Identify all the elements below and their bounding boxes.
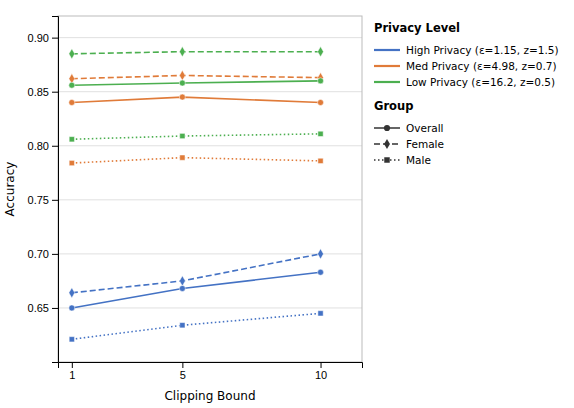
series-marker	[69, 305, 75, 311]
series-marker	[69, 100, 75, 106]
series-marker	[69, 82, 75, 88]
legend-marker	[384, 157, 389, 162]
tick: 0.85	[28, 86, 58, 98]
legend-marker	[384, 125, 390, 131]
legend-marker	[384, 139, 390, 149]
series-marker	[318, 131, 323, 136]
tick-label: 10	[315, 369, 327, 381]
tick-label: 0.65	[28, 302, 49, 314]
series-marker	[179, 94, 185, 100]
series-line	[72, 52, 321, 54]
tick-label: 5	[180, 369, 186, 381]
grid-line	[58, 91, 362, 92]
series-marker	[179, 47, 185, 57]
legend-swatch	[374, 49, 400, 51]
series-marker	[69, 288, 75, 298]
grid-line	[58, 199, 362, 200]
series-marker	[179, 80, 185, 86]
series-marker	[318, 100, 324, 106]
series-marker	[318, 47, 324, 57]
series-marker	[180, 133, 185, 138]
series-marker	[180, 155, 185, 160]
series-line	[72, 254, 321, 293]
x-axis-title: Clipping Bound	[164, 389, 255, 403]
tick: 10	[315, 362, 327, 381]
series-line	[72, 134, 321, 139]
series-marker	[69, 337, 74, 342]
grid-line	[58, 37, 362, 38]
chart: 15100.650.700.750.800.850.90Clipping Bou…	[0, 0, 574, 408]
legend-swatch	[374, 81, 400, 83]
tick-label: 0.70	[28, 248, 49, 260]
tick: 5	[180, 362, 186, 381]
legend-label: Low Privacy (ε=16.2, z=0.5)	[406, 76, 555, 88]
series-group	[69, 47, 324, 342]
grid-line	[58, 307, 362, 308]
tick: 0.70	[28, 248, 58, 260]
tick: 0.75	[28, 194, 58, 206]
series-line	[72, 272, 321, 308]
series-marker	[69, 49, 75, 59]
legend-label: Female	[406, 138, 444, 150]
plot-frame	[58, 16, 362, 362]
tick: 0.65	[28, 302, 58, 314]
legend-label: Overall	[406, 122, 444, 134]
legend-title: Privacy Level	[374, 21, 460, 35]
tick: 0.90	[28, 32, 58, 44]
series-marker	[318, 249, 324, 259]
tick: 0.80	[28, 140, 58, 152]
tick-mark	[52, 254, 58, 255]
legend-label: Male	[406, 154, 431, 166]
tick-label: 0.80	[28, 140, 49, 152]
plot: 15100.650.700.750.800.850.90	[28, 16, 363, 381]
tick-label: 0.75	[28, 194, 49, 206]
legend-label: Med Privacy (ε=4.98, z=0.7)	[406, 60, 557, 72]
tick-mark	[52, 308, 58, 309]
series-line	[72, 97, 321, 102]
axis-line	[52, 17, 59, 363]
series-marker	[69, 160, 74, 165]
x-axis: 1510	[59, 362, 363, 381]
tick-mark	[52, 146, 58, 147]
y-axis-title: Accuracy	[3, 162, 17, 217]
series-line	[72, 75, 321, 78]
tick-label: 0.90	[28, 32, 49, 44]
tick-mark	[52, 92, 58, 93]
y-axis: 0.65 0.70 0.75 0.80 0.85 0.90	[28, 17, 59, 363]
tick-mark	[52, 38, 58, 39]
series-marker	[318, 269, 324, 275]
grid	[58, 38, 362, 308]
series-line	[72, 313, 321, 339]
tick: 1	[69, 362, 75, 381]
legend-label: High Privacy (ε=1.15, z=1.5)	[406, 44, 559, 56]
series-line	[72, 81, 321, 85]
legend: Privacy Level High Privacy (ε=1.15, z=1.5…	[374, 21, 559, 166]
axis-line	[59, 363, 363, 369]
legend-title: Group	[374, 99, 413, 113]
tick-label: 0.85	[28, 86, 49, 98]
grid-line	[58, 145, 362, 146]
series-marker	[179, 70, 185, 80]
tick-mark	[72, 362, 73, 368]
series-marker	[318, 78, 324, 84]
tick-mark	[52, 200, 58, 201]
series-marker	[318, 311, 323, 316]
tick-mark	[182, 362, 183, 368]
tick-label: 1	[69, 369, 75, 381]
legend-swatch	[374, 65, 400, 67]
series-marker	[180, 323, 185, 328]
tick-mark	[321, 362, 322, 368]
series-line	[72, 158, 321, 163]
series-marker	[179, 276, 185, 286]
series-marker	[318, 158, 323, 163]
series-marker	[69, 137, 74, 142]
